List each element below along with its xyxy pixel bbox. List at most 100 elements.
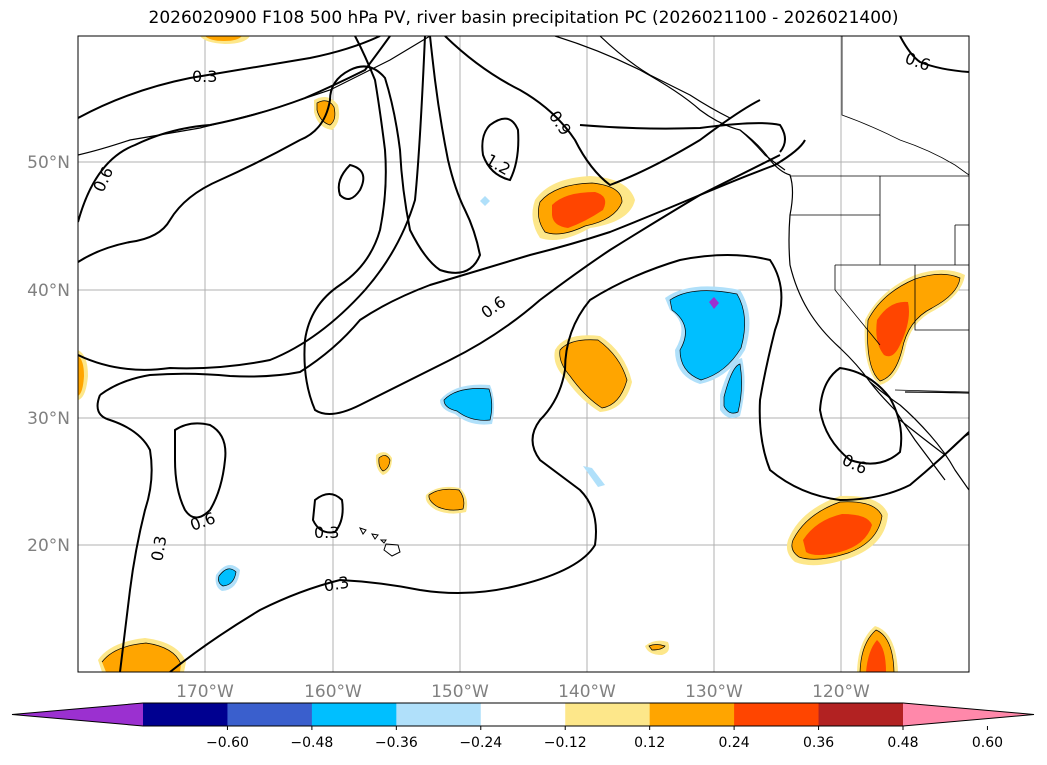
precip-outline (669, 290, 746, 381)
colorbar-segment (143, 703, 228, 726)
pv-contour (169, 254, 969, 672)
lat-label: 40°N (27, 281, 70, 301)
borders (790, 36, 969, 393)
precip-outline (101, 642, 182, 665)
map-title: 2026020900 F108 500 hPa PV, river basin … (148, 8, 899, 28)
contour-label: 0.3 (147, 534, 170, 562)
contour-label: 0.3 (322, 572, 350, 595)
precip-blob (428, 489, 464, 511)
precip-blob (583, 466, 605, 487)
island (359, 527, 367, 535)
coast-vancouver (739, 129, 786, 171)
pv-contour (579, 122, 786, 153)
pv-contour (481, 117, 520, 182)
precip-blob (480, 196, 490, 206)
pv-contour (444, 36, 761, 187)
border-states (790, 176, 969, 346)
colorbar-segment (565, 703, 651, 726)
island (379, 539, 387, 544)
colorbar-segment (311, 703, 397, 726)
precip-outline (723, 363, 742, 414)
precip-blob (205, 36, 242, 41)
pv-contour (303, 36, 781, 415)
precip-outline (378, 455, 391, 472)
precip-outline (559, 339, 628, 409)
precip-outline (428, 488, 465, 511)
lat-labels: 50°N 40°N 30°N 20°N (27, 153, 70, 556)
border-us-mexico (894, 389, 969, 393)
colorbar-segment (227, 703, 313, 726)
pv-contour (174, 422, 227, 519)
precip-blob (378, 455, 390, 471)
precip-blob (709, 297, 719, 309)
precip-blob (552, 192, 606, 228)
pv-contour (99, 139, 806, 396)
precip-outline (859, 629, 895, 672)
colorbar: −0.60 −0.48 −0.36 −0.24 −0.12 0.12 0.24 0.36 0.4… (11, 702, 1035, 751)
pv-contour (96, 394, 153, 672)
island (371, 533, 379, 540)
precip-blob (670, 290, 745, 380)
precip-outline (791, 501, 883, 560)
lon-label: 150°W (431, 682, 489, 702)
precip-blob (78, 356, 84, 396)
precip-outline (218, 568, 237, 587)
island (383, 543, 401, 557)
colorbar-tick-label: 0.36 (803, 735, 834, 751)
pv-contours (78, 36, 969, 672)
lon-label: 160°W (304, 682, 362, 702)
coast-north-america (554, 36, 969, 491)
colorbar-outline (11, 702, 1035, 727)
colorbar-tick-label: 0.48 (887, 735, 918, 751)
lat-label: 30°N (27, 409, 70, 429)
precip-fills (78, 36, 965, 672)
lon-label: 170°W (176, 682, 234, 702)
precip-blob (866, 640, 886, 672)
precip-blob (876, 301, 909, 357)
precip-blob (803, 514, 872, 555)
colorbar-tick-label: −0.24 (459, 735, 502, 751)
colorbar-extend-min (12, 703, 143, 726)
precip-outlines (101, 100, 961, 672)
pv-contour (78, 36, 391, 223)
map-frame (77, 35, 970, 673)
colorbar-segment (734, 703, 820, 726)
pv-contour (78, 36, 381, 119)
map-background (78, 36, 969, 672)
precip-outline (316, 100, 336, 126)
colorbar-tick-label: −0.12 (544, 735, 587, 751)
pv-contour (78, 36, 482, 274)
lon-labels: 170°W 160°W 150°W 140°W 130°W 120°W (176, 682, 870, 702)
coast-baja (869, 381, 946, 481)
colorbar-tick-label: −0.60 (206, 735, 249, 751)
lon-label: 130°W (685, 682, 743, 702)
contour-label: 0.3 (192, 67, 217, 86)
pv-contour (337, 163, 365, 200)
coast-se-alaska (599, 36, 731, 119)
colorbar-tick-label: 0.60 (972, 735, 1003, 751)
colorbar-extend-max (903, 703, 1034, 726)
colorbar-tick-label: −0.36 (375, 735, 418, 751)
border-alaska-canada (841, 36, 969, 176)
lat-label: 50°N (27, 153, 70, 173)
coast-mexico (904, 391, 969, 394)
precip-outline (648, 644, 666, 651)
lon-label: 140°W (558, 682, 616, 702)
pv-contour (78, 36, 426, 371)
colorbar-segment (396, 703, 482, 726)
lon-label: 120°W (812, 682, 870, 702)
precip-blob (444, 388, 492, 421)
precip-outline (538, 182, 623, 235)
precip-blob (724, 364, 742, 414)
colorbar-tick-label: −0.48 (290, 735, 333, 751)
contour-label: 0.3 (314, 523, 339, 542)
pv-contour (311, 493, 344, 534)
pv-contour (899, 36, 969, 73)
precip-outline (443, 388, 493, 421)
pv-contour (818, 366, 903, 465)
colorbar-segment (818, 703, 904, 726)
colorbar-segment (480, 703, 566, 726)
hawaiian-islands (359, 527, 401, 557)
colorbar-segment (649, 703, 735, 726)
